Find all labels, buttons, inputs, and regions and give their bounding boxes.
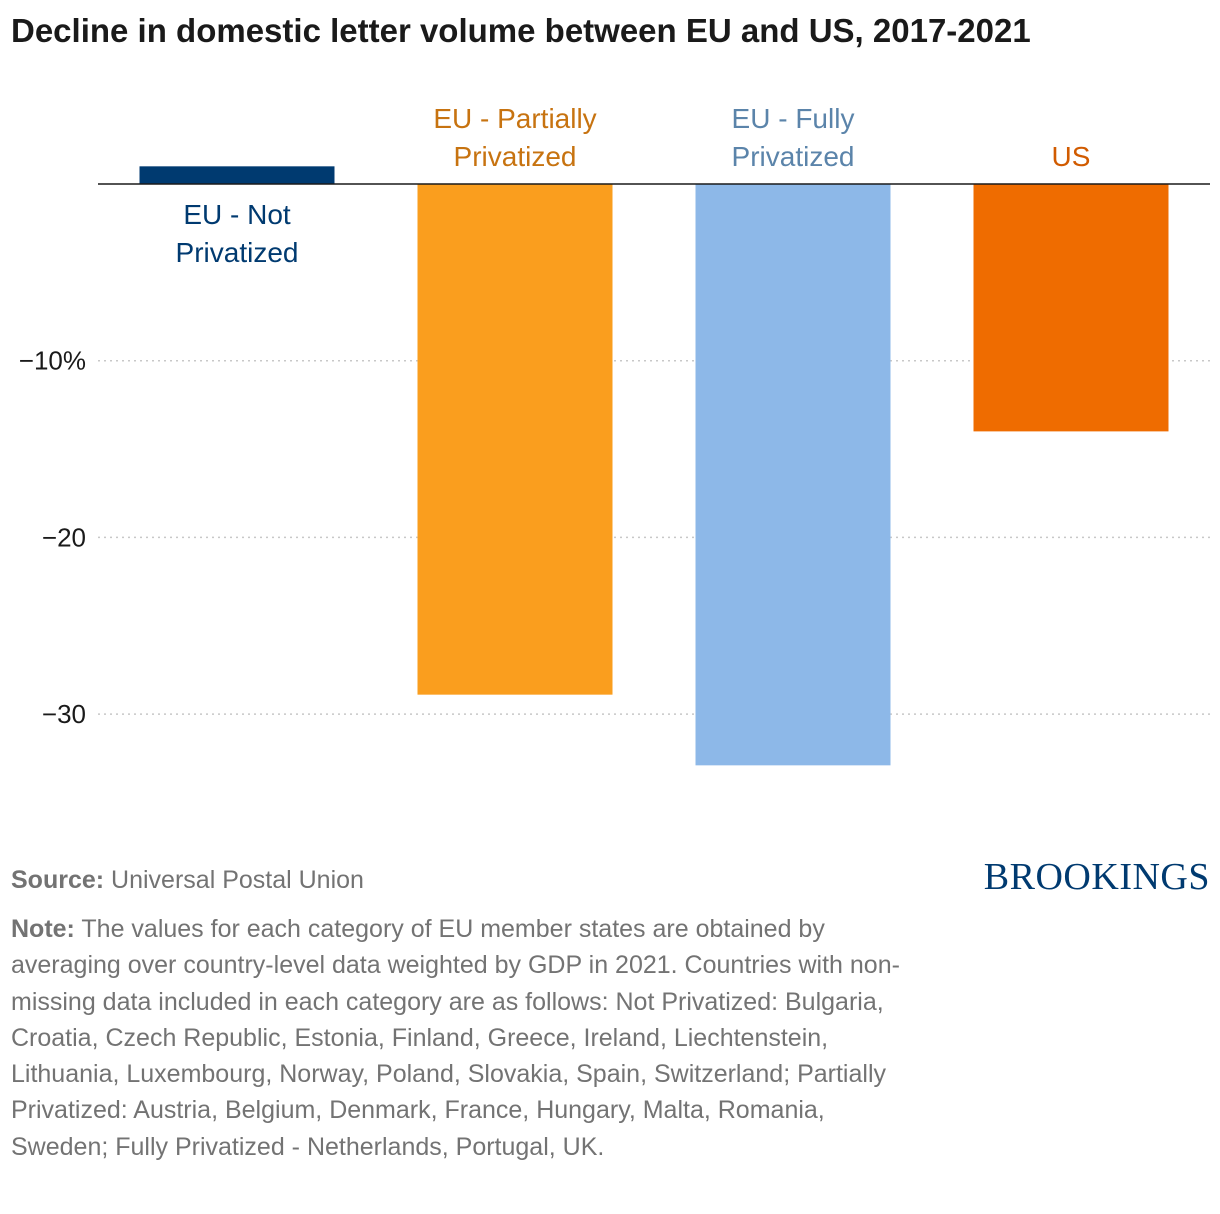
- bar-label-0-line-0: EU - Not: [183, 199, 291, 230]
- bar-label-2-line-0: EU - Fully: [732, 103, 855, 134]
- bar-label-3-line-0: US: [1052, 141, 1091, 172]
- brookings-logo: BROOKINGS: [983, 856, 1210, 898]
- bars: [139, 166, 1169, 766]
- source-text: Universal Postal Union: [111, 866, 364, 894]
- bar-label-1-line-1: Privatized: [454, 141, 577, 172]
- note-text: The values for each category of EU membe…: [11, 915, 900, 1161]
- bar-3: [973, 184, 1169, 432]
- note-label: Note:: [11, 915, 75, 943]
- bar-label-2-line-1: Privatized: [732, 141, 855, 172]
- bar-chart: −10% −20 −30 EU - Not Privatized EU - Partia…: [19, 103, 1210, 766]
- category-labels: EU - Not Privatized EU - Partially Privatiz…: [176, 103, 1091, 268]
- chart-title: Decline in domestic letter volume betwee…: [11, 12, 1031, 49]
- bar-1: [417, 184, 613, 695]
- bar-0: [139, 166, 335, 184]
- bar-label-1-line-0: EU - Partially: [433, 103, 596, 134]
- y-tick-label-2: −30: [42, 699, 86, 729]
- y-tick-labels: −10% −20 −30: [19, 346, 86, 729]
- source-label: Source:: [11, 866, 105, 894]
- bar-2: [695, 184, 891, 766]
- note-block: Note: The values for each category of EU…: [11, 911, 911, 1165]
- bar-label-0-line-1: Privatized: [176, 237, 299, 268]
- y-tick-label-0: −10%: [19, 346, 86, 376]
- source-line: Source: Universal Postal Union: [11, 866, 364, 895]
- y-tick-label-1: −20: [42, 522, 86, 552]
